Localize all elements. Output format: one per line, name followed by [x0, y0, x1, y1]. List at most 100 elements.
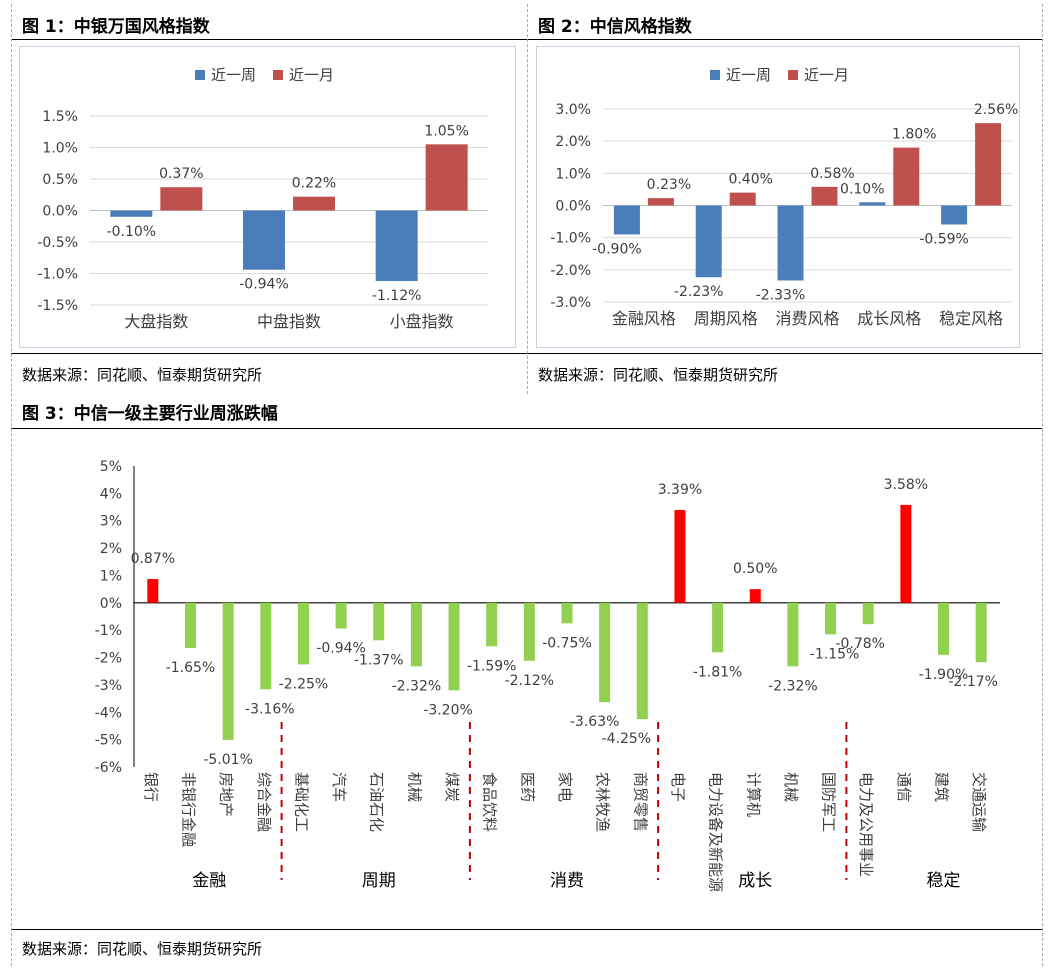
fig3-source: 数据来源：同花顺、恒泰期货研究所 [22, 940, 263, 958]
fig3-bar [674, 510, 686, 603]
fig3-bar [900, 504, 912, 603]
fig1-legend-label: 近一月 [289, 66, 334, 84]
fig3-group-label: 消费 [550, 871, 584, 891]
fig1-title: 图 1：中银万国风格指数 [22, 17, 210, 37]
right-edge [1042, 4, 1043, 966]
fig3-data-label: 0.87% [131, 551, 175, 567]
fig3-xtick: 电力及公用事业 [857, 772, 875, 877]
fig1-ytick: 1.0% [42, 141, 78, 157]
fig3-bar [599, 602, 611, 703]
fig2-legend-label: 近一月 [804, 66, 849, 84]
left-edge [11, 4, 12, 966]
fig3-xtick: 机械 [405, 772, 423, 802]
fig3-data-label: -0.94% [316, 641, 366, 657]
fig3-xtick: 石油石化 [368, 772, 386, 832]
fig3-group-label: 稳定 [927, 871, 961, 891]
fig1-frame [19, 46, 516, 348]
fig2-data-label: 0.10% [840, 181, 884, 197]
fig3-xtick: 综合金融 [255, 772, 273, 832]
fig1-bar-month [160, 187, 203, 211]
fig2-xtick: 成长风格 [857, 309, 921, 328]
fig1-data-label: 0.37% [159, 166, 203, 182]
fig3-xtick: 电子 [669, 772, 687, 802]
fig2-data-label: 1.80% [892, 127, 936, 143]
fig2-bar-month [729, 192, 756, 206]
fig2-data-label: 0.58% [810, 166, 854, 182]
fig3-bar [712, 602, 724, 653]
fig2-bar-week [941, 205, 968, 225]
fig3-data-label: -0.75% [542, 635, 592, 651]
fig3-bar [975, 602, 987, 663]
fig3-ytick: 1% [100, 568, 122, 584]
fig2-data-label: -0.90% [592, 241, 642, 257]
fig3-group-label: 成长 [738, 871, 772, 891]
fig2-xtick: 金融风格 [612, 309, 676, 328]
fig1-xtick: 大盘指数 [124, 312, 188, 331]
fig3-xtick: 银行 [142, 772, 160, 802]
fig2-frame [536, 46, 1020, 348]
fig3-xtick: 通信 [895, 772, 913, 802]
fig3-ytick: 5% [100, 459, 122, 475]
fig3-data-label: -2.25% [279, 676, 329, 692]
fig2-data-label: -0.59% [919, 231, 969, 247]
fig2-title: 图 2：中信风格指数 [538, 17, 692, 37]
fig1-xtick: 小盘指数 [390, 312, 454, 331]
fig3-bottom-rule [11, 929, 1042, 930]
fig2-xtick: 稳定风格 [939, 309, 1003, 328]
fig1-source: 数据来源：同花顺、恒泰期货研究所 [22, 366, 263, 384]
fig3-bar [335, 602, 347, 629]
fig3-bar [260, 602, 272, 690]
fig2-ytick: -2.0% [550, 263, 591, 279]
fig1-bar-month [293, 196, 335, 211]
fig3-ytick: -3% [95, 678, 122, 694]
fig2-bar-month [975, 123, 1002, 206]
fig2-bar-month [811, 186, 838, 206]
fig3-xtick: 房地产 [217, 772, 235, 817]
fig1-bar-month [425, 144, 468, 211]
fig3-ytick: 3% [100, 514, 122, 530]
fig3-data-label: -1.59% [467, 658, 517, 674]
fig1-legend-swatch [273, 70, 283, 80]
fig2-ytick: 1.0% [555, 166, 591, 182]
fig2-legend-swatch [710, 70, 720, 80]
fig3-xtick: 医药 [518, 772, 536, 802]
fig2-bar-month [893, 147, 920, 206]
top-rule [11, 39, 1042, 40]
fig3-ytick: -6% [95, 760, 122, 776]
fig3-data-label: -2.32% [392, 678, 442, 694]
fig3-bar [147, 579, 159, 603]
fig1-data-label: -0.94% [239, 277, 289, 293]
fig3-data-label: -3.63% [570, 714, 620, 730]
fig3-data-label: -2.17% [948, 674, 998, 690]
fig1-ytick: -1.5% [37, 298, 78, 314]
fig3-xtick: 建筑 [933, 772, 951, 802]
fig1-ytick: 1.5% [42, 109, 78, 125]
fig3-xtick: 煤炭 [443, 772, 461, 802]
fig1-legend-swatch [195, 70, 205, 80]
fig1-ytick: 0.0% [42, 204, 78, 220]
fig3-ytick: 2% [100, 541, 122, 557]
fig2-ytick: 3.0% [555, 102, 591, 118]
fig3-ytick: 0% [100, 596, 122, 612]
fig2-data-label: 2.56% [974, 102, 1018, 118]
fig2-ytick: -3.0% [550, 295, 591, 311]
fig1-ytick: -0.5% [37, 235, 78, 251]
fig1-bar-week [375, 210, 418, 282]
fig2-bar-week [613, 205, 640, 235]
fig1-xtick: 中盘指数 [257, 312, 321, 331]
fig3-xtick: 计算机 [744, 772, 762, 817]
fig3-bar [222, 602, 234, 740]
fig3-bar [486, 602, 498, 647]
fig3-group-label: 周期 [362, 871, 396, 891]
fig3-xtick: 非银行金融 [179, 772, 197, 847]
fig3-data-label: -4.25% [602, 731, 652, 747]
fig3-bar [561, 602, 573, 624]
fig2-source: 数据来源：同花顺、恒泰期货研究所 [538, 366, 779, 384]
fig3-xtick: 汽车 [330, 772, 348, 802]
fig3-data-label: -1.90% [919, 667, 969, 683]
fig2-data-label: 0.23% [647, 177, 691, 193]
fig3-bar [523, 602, 535, 661]
fig2-data-label: -2.33% [756, 287, 806, 303]
fig1-legend-label: 近一周 [211, 66, 256, 84]
fig3-data-label: 3.58% [884, 477, 928, 493]
